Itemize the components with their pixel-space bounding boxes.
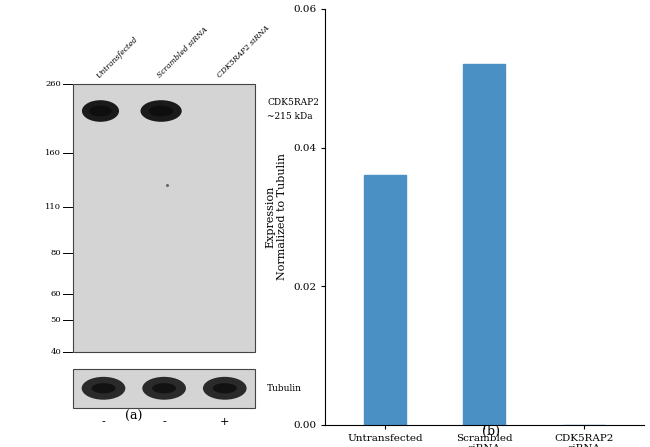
Text: CDK5RAP2 siRNA: CDK5RAP2 siRNA xyxy=(216,24,272,80)
Ellipse shape xyxy=(203,377,246,400)
Text: (a): (a) xyxy=(125,409,142,422)
Text: 60: 60 xyxy=(51,290,61,298)
Bar xyxy=(73,84,255,352)
Ellipse shape xyxy=(213,383,237,393)
Text: +: + xyxy=(220,417,229,427)
Ellipse shape xyxy=(152,383,176,393)
Text: -: - xyxy=(162,417,166,427)
Bar xyxy=(463,64,505,425)
Text: 110: 110 xyxy=(45,203,61,211)
Text: Tubulin: Tubulin xyxy=(267,384,302,393)
Bar xyxy=(73,368,255,408)
Ellipse shape xyxy=(140,100,182,122)
Text: ~215 kDa: ~215 kDa xyxy=(267,112,313,122)
Ellipse shape xyxy=(92,383,116,393)
Bar xyxy=(364,175,406,425)
Text: 160: 160 xyxy=(46,149,61,157)
Ellipse shape xyxy=(149,105,174,116)
Text: (b): (b) xyxy=(482,425,500,438)
Text: CDK5RAP2: CDK5RAP2 xyxy=(267,98,319,107)
Y-axis label: Expression
Normalized to Tubulin: Expression Normalized to Tubulin xyxy=(266,153,287,280)
Text: 50: 50 xyxy=(51,316,61,324)
Ellipse shape xyxy=(89,105,112,116)
Text: 260: 260 xyxy=(46,80,61,88)
Ellipse shape xyxy=(82,100,119,122)
Ellipse shape xyxy=(82,377,125,400)
Text: 40: 40 xyxy=(50,348,61,356)
Text: -: - xyxy=(101,417,105,427)
Ellipse shape xyxy=(142,377,186,400)
Text: Untransfected: Untransfected xyxy=(95,35,140,80)
Text: Scrambled siRNA: Scrambled siRNA xyxy=(155,25,209,80)
Text: 80: 80 xyxy=(51,249,61,257)
